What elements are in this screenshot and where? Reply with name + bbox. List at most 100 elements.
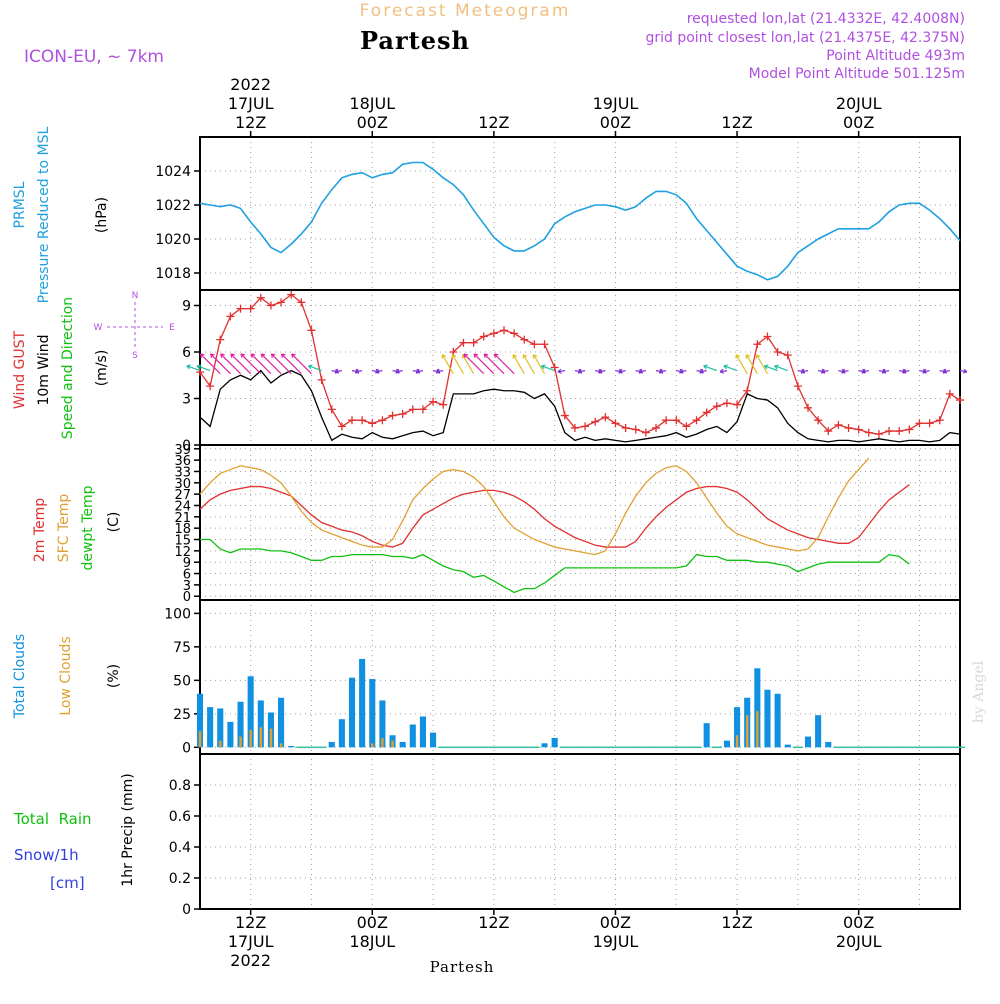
wind-gust-point bbox=[530, 340, 539, 349]
wind-gust-point bbox=[581, 422, 590, 431]
wind-gust-label: Wind GUST bbox=[12, 330, 28, 409]
compass-west: W bbox=[94, 323, 103, 333]
wind-gust-point bbox=[408, 405, 417, 414]
wind-direction-arrow bbox=[658, 368, 667, 374]
bottom-axis-label: 20JUL bbox=[836, 932, 882, 951]
total-cloud-bar bbox=[774, 693, 781, 748]
info-line-4: Model Point Altitude 501.125m bbox=[749, 66, 965, 82]
wind-gust-point bbox=[935, 416, 944, 425]
low-cloud-bar bbox=[219, 740, 222, 748]
wind-direction-arrow bbox=[719, 368, 728, 374]
wind-gust-point bbox=[510, 329, 519, 338]
total-cloud-bar bbox=[278, 697, 285, 748]
total-cloud-bar bbox=[328, 741, 335, 748]
wind-direction-arrow bbox=[291, 353, 312, 375]
wind-gust-point bbox=[814, 416, 823, 425]
wind-gust-point bbox=[570, 423, 579, 432]
info-line-3: Point Altitude 493m bbox=[826, 48, 965, 64]
wind-gust-point bbox=[945, 389, 954, 398]
wind-gust-point bbox=[672, 416, 681, 425]
wind-gust-point bbox=[885, 427, 894, 436]
bottom-axis-label: 18JUL bbox=[349, 932, 395, 951]
compass-south: S bbox=[132, 351, 138, 361]
wind-gust-point bbox=[216, 335, 225, 344]
wind-gust-point bbox=[631, 425, 640, 434]
wind-direction-arrow bbox=[354, 368, 363, 374]
clouds-frame bbox=[199, 599, 961, 755]
temp-ytick-label: 0 bbox=[183, 590, 191, 605]
top-axis-label: 18JUL bbox=[349, 94, 395, 113]
total-cloud-bar bbox=[359, 658, 366, 748]
bottom-axis-label: 00Z bbox=[843, 913, 874, 932]
low-cloud-bar bbox=[735, 735, 739, 748]
wind-direction-arrow bbox=[483, 353, 505, 375]
total-cloud-bar bbox=[804, 736, 812, 748]
temp-ytick-label: 33 bbox=[174, 465, 191, 480]
wind-direction-arrow bbox=[260, 353, 282, 375]
low-cloud-bar bbox=[745, 715, 749, 748]
total-cloud-bar bbox=[764, 689, 771, 748]
wind-gust-point bbox=[915, 419, 924, 428]
wind-direction-arrow bbox=[463, 353, 485, 375]
top-axis-label: 12Z bbox=[478, 113, 509, 132]
wind-gust-point bbox=[327, 405, 336, 414]
clouds-ytick-label: 75 bbox=[173, 640, 191, 656]
pressure-ytick-label: 1022 bbox=[155, 198, 191, 214]
snow-label: Snow/1h bbox=[14, 846, 79, 864]
wind-gust-point bbox=[956, 396, 964, 405]
dewpt-label: dewpt Temp bbox=[80, 485, 96, 570]
total-cloud-bar bbox=[338, 719, 345, 748]
clouds-ytick-label: 0 bbox=[182, 740, 191, 756]
low-cloud-bar bbox=[756, 711, 759, 748]
wind-direction-arrow bbox=[375, 368, 383, 374]
credit-label: by Angel bbox=[971, 660, 987, 723]
total-cloud-bar bbox=[247, 676, 254, 748]
wind-gust-point bbox=[844, 423, 853, 432]
total-cloud-bar bbox=[419, 716, 426, 748]
total-cloud-bar bbox=[754, 668, 761, 748]
temp-ytick-label: 39 bbox=[174, 443, 191, 458]
low-cloud-bar bbox=[381, 737, 384, 748]
wind-gust-point bbox=[824, 427, 833, 436]
wind-gust-point bbox=[418, 405, 427, 414]
precip-ytick-label: 0.8 bbox=[169, 778, 191, 794]
low-cloud-bar bbox=[249, 729, 252, 748]
total-cloud-bar bbox=[409, 724, 416, 748]
wind-gust-point bbox=[874, 430, 883, 439]
total-cloud-bar bbox=[784, 744, 791, 748]
total-cloud-bar bbox=[723, 740, 730, 748]
low-cloud-bar bbox=[198, 731, 202, 748]
total-cloud-bar bbox=[257, 700, 264, 748]
wind-direction-arrow bbox=[334, 368, 342, 374]
wind-gust-point bbox=[378, 416, 387, 425]
wind-gust-point bbox=[854, 425, 863, 434]
wind-gust-point bbox=[793, 382, 802, 391]
wind-gust-point bbox=[256, 293, 265, 302]
compass-east: E bbox=[169, 323, 175, 333]
wind-direction-arrow bbox=[699, 368, 707, 374]
wind-gust-point bbox=[733, 400, 742, 409]
pressure-ytick-label: 1024 bbox=[155, 164, 191, 180]
bottom-axis-label: 17JUL bbox=[228, 932, 274, 951]
wind-10m-line bbox=[199, 369, 961, 443]
pressure-unit-label: (hPa) bbox=[94, 197, 110, 233]
location-title: Partesh bbox=[360, 26, 470, 55]
wind-gust-point bbox=[479, 332, 488, 341]
wind-gust-line bbox=[199, 293, 961, 435]
wind-ytick-label: 3 bbox=[182, 392, 191, 408]
clouds-unit-label: (%) bbox=[106, 664, 122, 688]
total-cloud-bar bbox=[541, 743, 548, 748]
wind-gust-point bbox=[773, 348, 782, 356]
wind-unit-label: (m/s) bbox=[94, 350, 110, 387]
dewpt-line bbox=[200, 538, 910, 594]
pressure-ytick-label: 1018 bbox=[155, 266, 191, 282]
top-axis-label: 20JUL bbox=[836, 94, 882, 113]
low-cloud-bar bbox=[239, 736, 242, 748]
bottom-axis-label: 19JUL bbox=[593, 932, 639, 951]
wind-gust-point bbox=[702, 408, 711, 417]
temp-frame bbox=[199, 444, 961, 601]
wind-direction-arrow bbox=[451, 354, 464, 374]
sfc-temp-line bbox=[199, 457, 870, 556]
wind-gust-point bbox=[469, 338, 478, 347]
